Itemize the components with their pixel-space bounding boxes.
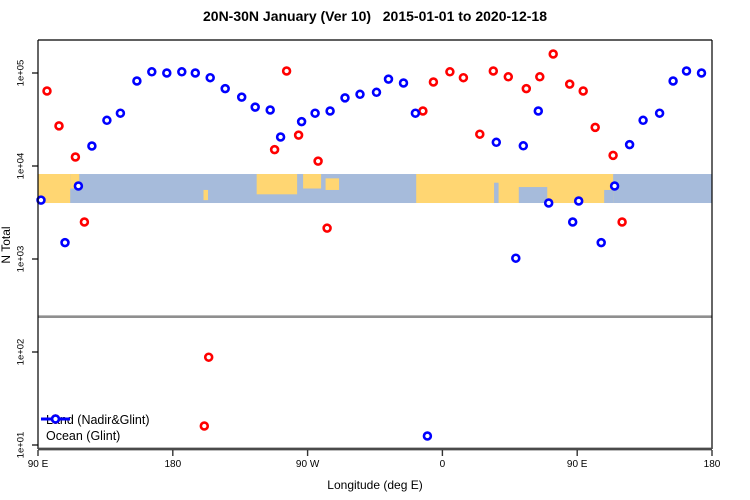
data-point-ocean — [609, 181, 620, 191]
data-point-ocean — [205, 72, 215, 83]
data-point-ocean — [190, 68, 201, 78]
data-point-ocean — [596, 237, 606, 248]
data-point-ocean — [543, 198, 554, 208]
data-point-ocean — [73, 181, 84, 191]
data-point-ocean — [355, 89, 365, 100]
data-point-ocean — [398, 78, 409, 88]
map-strip-ocean-notch — [518, 187, 548, 204]
data-point-land — [488, 66, 499, 76]
y-tick-label: 1e+02 — [15, 338, 27, 366]
data-point-ocean — [60, 237, 70, 248]
data-point-land — [458, 72, 469, 83]
chart-title: 20N-30N January (Ver 10) 2015-01-01 to 2… — [203, 8, 547, 24]
data-point-ocean — [340, 93, 350, 103]
data-point-ocean — [265, 105, 275, 115]
data-point-ocean — [236, 92, 247, 102]
data-point-land — [203, 352, 214, 362]
data-point-ocean — [422, 431, 433, 441]
data-point-land — [521, 83, 532, 94]
map-strip-ocean-notch — [494, 182, 499, 204]
y-tick-label: 1e+05 — [15, 59, 27, 87]
data-point-ocean — [220, 83, 230, 94]
y-axis-title: N Total — [0, 226, 13, 264]
x-axis-title: Longitude (deg E) — [327, 478, 423, 492]
data-point-land — [475, 129, 485, 139]
data-point-ocean — [654, 108, 665, 118]
map-strip-land-segment — [303, 174, 322, 189]
data-point-ocean — [383, 74, 394, 84]
x-tick-label: 90 W — [295, 459, 320, 470]
data-point-land — [313, 156, 323, 166]
map-strip-ocean-notch — [604, 189, 614, 204]
data-point-ocean — [325, 106, 335, 116]
data-point-land — [281, 66, 292, 76]
data-point-land — [418, 106, 428, 116]
data-point-land — [293, 130, 304, 140]
legend-label-ocean: Ocean (Glint) — [46, 428, 121, 443]
x-tick-label: 90 E — [27, 459, 49, 470]
data-point-land — [428, 77, 439, 87]
data-point-ocean — [250, 102, 260, 112]
data-point-land — [503, 72, 514, 82]
map-strip-land-segment — [325, 178, 340, 190]
data-point-ocean — [371, 87, 382, 98]
data-point-land — [590, 122, 600, 133]
data-point-ocean — [567, 217, 578, 227]
data-point-land — [54, 121, 64, 131]
data-point-land — [199, 421, 210, 431]
y-tick-label: 1e+03 — [15, 245, 27, 273]
data-point-ocean — [668, 76, 678, 86]
data-point-land — [564, 79, 575, 89]
data-point-ocean — [115, 108, 126, 118]
data-point-land — [70, 152, 81, 162]
data-point-ocean — [696, 68, 707, 78]
x-tick-label: 180 — [703, 459, 721, 470]
data-point-ocean — [177, 67, 187, 77]
data-point-ocean — [410, 108, 421, 118]
data-point-ocean — [518, 141, 529, 151]
data-point-ocean — [102, 115, 112, 126]
data-point-ocean — [533, 106, 544, 116]
data-point-land — [535, 72, 545, 82]
data-point-land — [608, 150, 618, 161]
x-tick-label: 90 E — [566, 459, 588, 470]
legend: Land (Nadir&Glint) Ocean (Glint) — [40, 412, 150, 444]
map-strip-land-segment — [70, 174, 80, 189]
data-point-ocean — [147, 67, 157, 77]
x-tick-label: 0 — [439, 459, 446, 470]
data-point-ocean — [681, 66, 692, 76]
data-point-ocean — [310, 108, 320, 118]
y-tick-label: 1e+04 — [15, 152, 27, 180]
data-point-land — [617, 217, 627, 227]
data-point-ocean — [87, 141, 97, 151]
data-point-land — [42, 86, 52, 96]
legend-marker-ocean-icon — [41, 414, 70, 424]
data-point-ocean — [511, 253, 521, 263]
data-point-ocean — [491, 137, 502, 148]
data-point-land — [269, 144, 280, 155]
data-point-land — [322, 223, 332, 233]
legend-label-land: Land (Nadir&Glint) — [46, 412, 150, 427]
data-point-ocean — [162, 68, 172, 78]
data-point-land — [548, 49, 558, 59]
map-strip-land-segment — [256, 174, 298, 195]
map-strip-land-segment — [203, 189, 208, 201]
data-point-ocean — [573, 196, 584, 206]
data-point-ocean — [638, 115, 648, 126]
x-tick-label: 180 — [164, 459, 182, 470]
data-point-land — [445, 67, 455, 77]
data-point-land — [79, 217, 90, 227]
data-point-ocean — [132, 76, 142, 86]
data-point-ocean — [275, 132, 286, 142]
data-point-ocean — [624, 139, 635, 150]
data-point-land — [578, 86, 588, 96]
y-tick-label: 1e+01 — [15, 431, 27, 459]
legend-item-ocean: Ocean (Glint) — [40, 414, 150, 444]
map-strip-land-segment — [416, 174, 614, 204]
data-point-ocean — [296, 116, 307, 127]
